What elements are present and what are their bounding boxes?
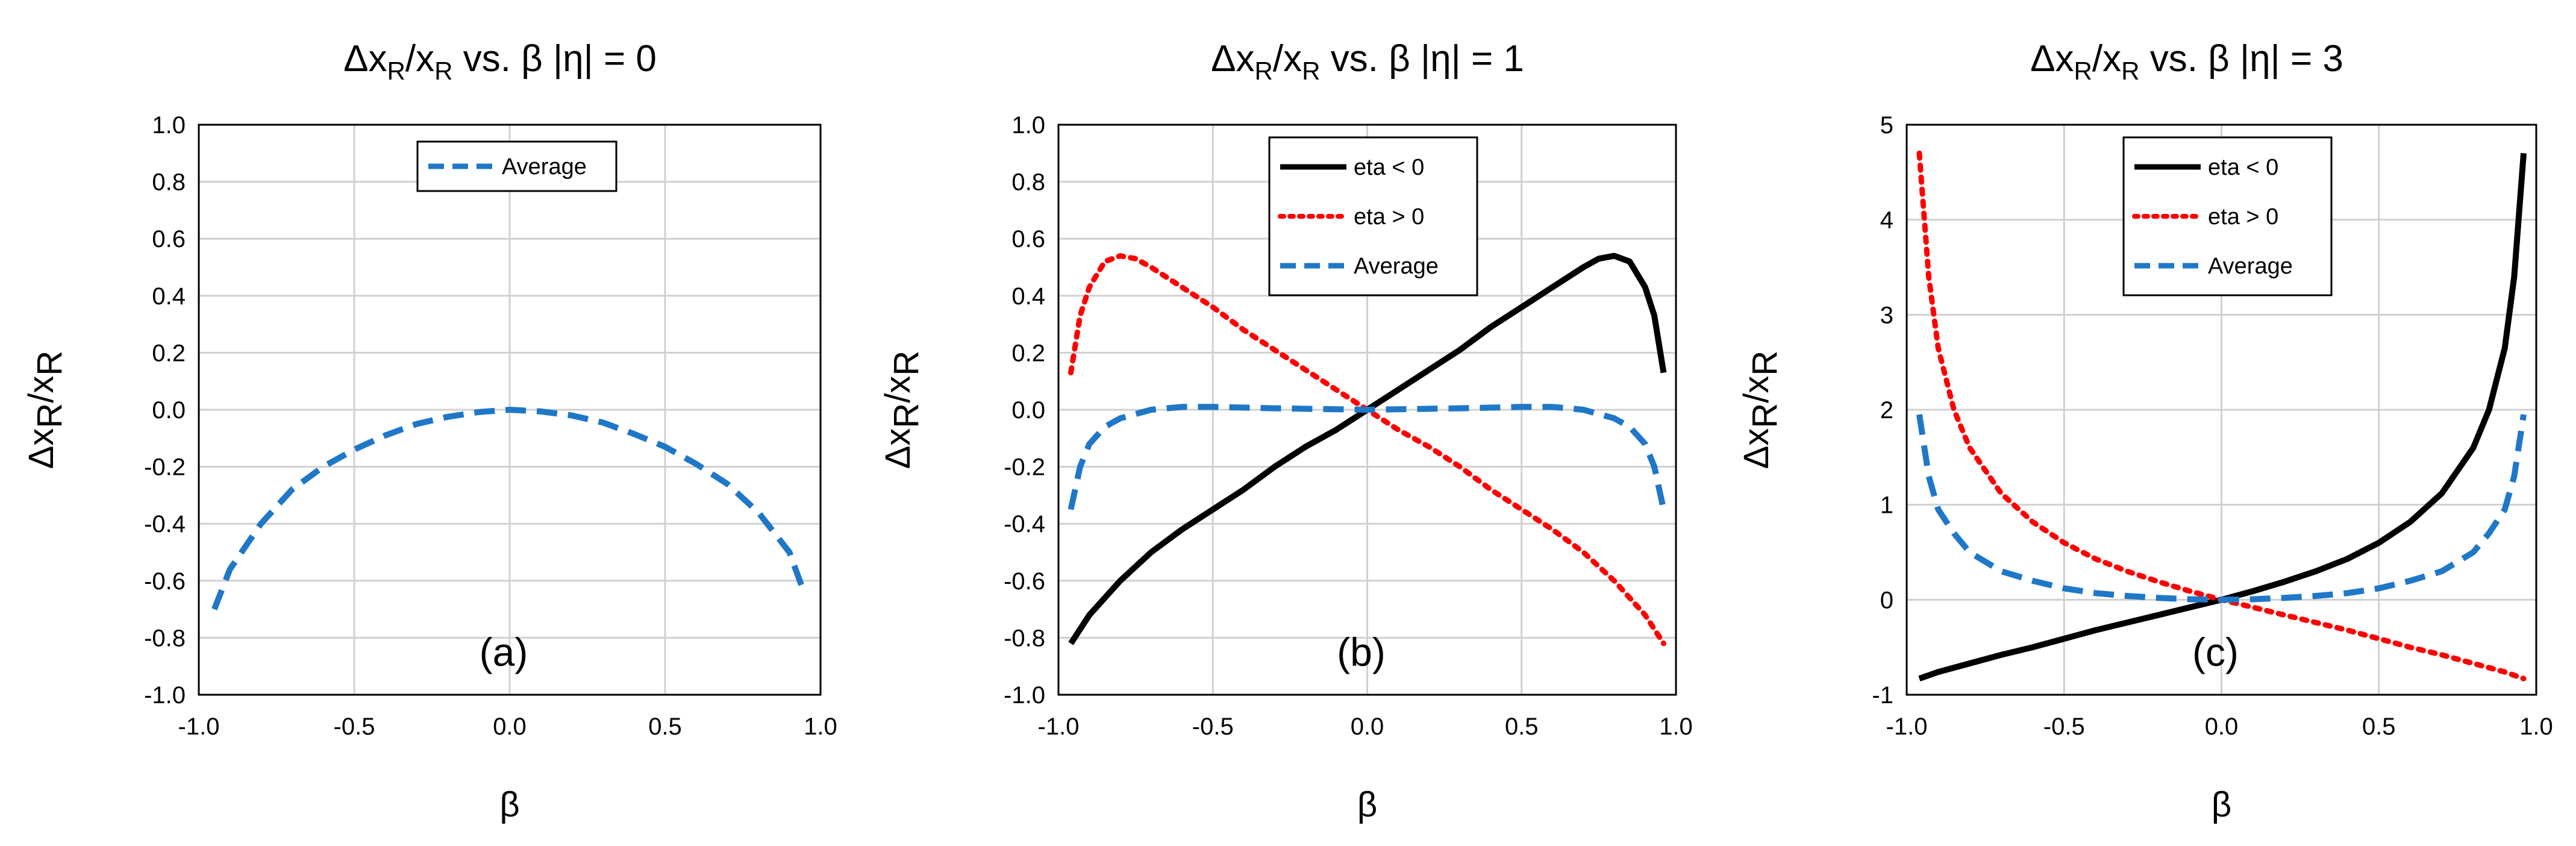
y-tick-label: -1 (1872, 682, 1893, 709)
x-tick-label: -1.0 (1038, 713, 1080, 740)
y-tick-label: 1 (1880, 492, 1893, 519)
x-tick-label: 0.0 (1351, 713, 1384, 740)
series-line-average (211, 407, 808, 610)
x-tick-label: 0.5 (1505, 713, 1539, 740)
legend-label: eta > 0 (2208, 204, 2278, 230)
legend-label: eta < 0 (1354, 155, 1424, 180)
y-tick-label: -0.2 (144, 454, 186, 481)
x-tick-label: 1.0 (2519, 713, 2553, 740)
chart-title: ΔxR/xR vs. β |η| = 1 (1211, 38, 1524, 85)
x-tick-label: -0.5 (2043, 713, 2085, 740)
y-tick-label: 0.6 (152, 226, 186, 252)
panel-1: -1.0 -0.5 0.0 0.5 1.0 -1.0 -0.8 -0.6 -0.4 -0.2 0.0… (22, 38, 837, 824)
plot-area (1057, 124, 1677, 696)
y-tick-label: -0.4 (144, 511, 186, 537)
legend-label: eta < 0 (2208, 155, 2278, 180)
x-tick-label: -0.5 (1192, 713, 1234, 740)
series-line-eta-0 (1068, 253, 1666, 647)
legend-label: eta > 0 (1354, 204, 1424, 230)
y-tick-label: 1.0 (152, 112, 186, 139)
chart-title: ΔxR/xR vs. β |η| = 0 (343, 38, 657, 85)
y-tick-label: -1.0 (1004, 682, 1045, 709)
x-tick-label: 0.0 (493, 713, 527, 740)
y-tick-label: -0.6 (144, 568, 186, 595)
y-axis-label: ΔxR/xR (22, 351, 69, 469)
plot-area (1905, 124, 2537, 696)
x-tick-label: 0.0 (2205, 713, 2239, 740)
series-line-eta-0 (1918, 152, 2527, 682)
series-line-eta-0 (1916, 150, 2527, 682)
y-tick-label: 3 (1880, 302, 1893, 328)
x-tick-label: -1.0 (1886, 713, 1928, 740)
y-tick-label: -0.2 (1004, 454, 1045, 481)
chart-title: ΔxR/xR vs. β |η| = 3 (2030, 38, 2343, 85)
y-tick-label: -0.8 (1004, 625, 1045, 651)
y-tick-label: 0.0 (152, 397, 186, 424)
x-axis-label: β (1357, 785, 1377, 824)
y-tick-label: 0.4 (152, 283, 186, 310)
panel-label: (a) (480, 630, 528, 674)
y-tick-label: 5 (1880, 112, 1893, 139)
y-tick-label: -0.4 (1004, 511, 1045, 537)
x-tick-label: 0.5 (648, 713, 682, 740)
plot-area (198, 124, 822, 696)
series-line-average (1068, 404, 1667, 510)
legend: Average (416, 140, 617, 192)
series-line-eta-0 (1068, 252, 1667, 645)
legend-label: Average (502, 154, 587, 180)
y-tick-label: 0.6 (1011, 226, 1045, 252)
y-tick-label: 0 (1880, 587, 1893, 613)
x-tick-label: -1.0 (178, 713, 220, 740)
y-tick-label: 0.0 (1011, 397, 1045, 424)
legend-label: Average (1354, 254, 1439, 279)
y-tick-label: 0.2 (1011, 340, 1045, 366)
y-tick-label: 0.2 (152, 340, 186, 366)
y-tick-label: 1.0 (1011, 112, 1045, 139)
y-tick-label: 0.4 (1011, 283, 1045, 310)
x-tick-label: 0.5 (2362, 713, 2396, 740)
y-tick-label: 4 (1880, 207, 1893, 234)
y-tick-label: -0.8 (144, 625, 186, 651)
y-tick-label: 0.8 (1011, 169, 1045, 196)
x-tick-label: -0.5 (334, 713, 375, 740)
x-tick-label: 1.0 (1659, 713, 1693, 740)
panel-3: -1.0 -0.5 0.0 0.5 1.0 -1 0 1 2 3 4 5 ΔxR/xR vs. β |η… (1737, 38, 2553, 824)
legend-label: Average (2208, 254, 2293, 279)
y-tick-label: -0.6 (1004, 568, 1045, 595)
y-tick-label: 2 (1880, 397, 1893, 424)
panel-2: -1.0 -0.5 0.0 0.5 1.0 -1.0 -0.8 -0.6 -0.4 -0.2 0.0… (878, 38, 1693, 824)
legend: eta < 0 eta > 0 Average (2122, 136, 2333, 296)
y-axis-label: ΔxR/xR (1737, 351, 1784, 469)
x-axis-label: β (2212, 785, 2231, 824)
legend: eta < 0 eta > 0 Average (1268, 136, 1478, 296)
panel-label: (b) (1337, 630, 1386, 674)
x-tick-label: 1.0 (804, 713, 837, 740)
panel-label: (c) (2192, 630, 2239, 674)
y-axis-label: ΔxR/xR (878, 351, 926, 469)
y-tick-label: -1.0 (144, 682, 186, 709)
y-tick-label: 0.8 (152, 169, 186, 196)
legend-box (416, 140, 617, 192)
x-axis-label: β (499, 785, 519, 824)
series-line-average (1916, 414, 2527, 603)
